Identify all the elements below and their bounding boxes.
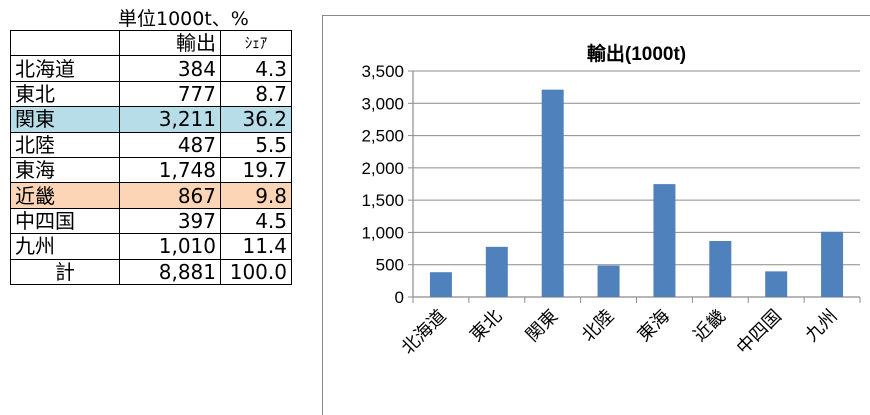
export-cell: 1,748 xyxy=(119,156,221,184)
y-tick-label: 2,500 xyxy=(361,127,404,146)
export-bar-chart: 輸出(1000t) 0 500 1,000 1,500 2,000 2,500 3,000 3,… xyxy=(361,42,861,359)
region-cell: 北海道 xyxy=(10,55,120,82)
region-cell: 東北 xyxy=(10,80,120,108)
share-cell: 19.7 xyxy=(220,156,292,184)
export-cell: 867 xyxy=(119,182,221,209)
share-cell: 8.7 xyxy=(220,80,292,108)
x-tick-label: 北陸 xyxy=(578,306,618,346)
header-region xyxy=(10,29,120,57)
table-row: 近畿 867 9.8 xyxy=(10,182,292,209)
y-tick-label: 1,000 xyxy=(361,223,404,242)
region-cell: 関東 xyxy=(10,106,120,133)
table-row: 中四国 397 4.5 xyxy=(10,207,292,235)
bar xyxy=(709,241,732,297)
export-cell: 1,010 xyxy=(119,233,221,260)
table-total-row: 計 8,881 100.0 xyxy=(10,258,292,285)
unit-note: 単位1000t、% xyxy=(118,8,249,30)
table-row: 東北 777 8.7 xyxy=(10,80,292,108)
bar xyxy=(429,272,452,297)
region-cell: 近畿 xyxy=(10,182,120,209)
table-body: 北海道 384 4.3 東北 777 8.7 関東 3,211 36.2 北陸 487 5.5 東海 1,… xyxy=(10,55,292,260)
region-cell: 北陸 xyxy=(10,131,120,158)
bar xyxy=(541,89,564,298)
x-tick-label: 近畿 xyxy=(690,306,730,346)
bar xyxy=(821,231,844,297)
share-cell: 11.4 xyxy=(220,233,292,260)
table-header-row: 輸出 ｼｪｱ xyxy=(10,29,292,57)
x-tick-label: 北海道 xyxy=(397,306,450,359)
region-cell: 中四国 xyxy=(10,207,120,235)
x-tick-label: 中四国 xyxy=(733,306,786,359)
table-row: 九州 1,010 11.4 xyxy=(10,233,292,260)
x-tick-label: 東海 xyxy=(634,306,674,346)
y-tick-label: 3,500 xyxy=(361,62,404,81)
bar xyxy=(765,271,788,297)
table-row: 北陸 487 5.5 xyxy=(10,131,292,158)
share-cell: 4.5 xyxy=(220,207,292,235)
header-share: ｼｪｱ xyxy=(220,29,292,57)
chart-area xyxy=(322,15,870,415)
bar xyxy=(597,265,620,297)
region-cell: 九州 xyxy=(10,233,120,260)
bar xyxy=(653,184,676,297)
export-table: 輸出 ｼｪｱ 北海道 384 4.3 東北 777 8.7 関東 3,211 36.2 北陸 487… xyxy=(10,29,292,285)
x-tick-label: 関東 xyxy=(522,306,562,346)
chart-title: 輸出(1000t) xyxy=(587,42,686,65)
export-cell: 3,211 xyxy=(119,106,221,133)
share-cell: 5.5 xyxy=(220,131,292,158)
x-tick-label: 東北 xyxy=(466,306,506,346)
table-row: 関東 3,211 36.2 xyxy=(10,106,292,133)
header-export: 輸出 xyxy=(119,29,221,57)
export-cell: 384 xyxy=(119,55,221,82)
table-row: 東海 1,748 19.7 xyxy=(10,156,292,184)
share-cell: 4.3 xyxy=(220,55,292,82)
y-tick-label: 2,000 xyxy=(361,159,404,178)
total-export: 8,881 xyxy=(119,258,221,285)
share-cell: 9.8 xyxy=(220,182,292,209)
export-cell: 487 xyxy=(119,131,221,158)
export-cell: 777 xyxy=(119,80,221,108)
total-label: 計 xyxy=(10,258,120,285)
bar xyxy=(485,246,508,297)
region-cell: 東海 xyxy=(10,156,120,184)
table-row: 北海道 384 4.3 xyxy=(10,55,292,82)
y-tick-label: 1,500 xyxy=(361,191,404,210)
y-tick-label: 3,000 xyxy=(361,94,404,113)
export-cell: 397 xyxy=(119,207,221,235)
share-cell: 36.2 xyxy=(220,106,292,133)
y-tick-label: 500 xyxy=(376,256,404,275)
y-tick-label: 0 xyxy=(395,288,404,307)
x-tick-label: 九州 xyxy=(801,306,841,346)
total-share: 100.0 xyxy=(220,258,292,285)
